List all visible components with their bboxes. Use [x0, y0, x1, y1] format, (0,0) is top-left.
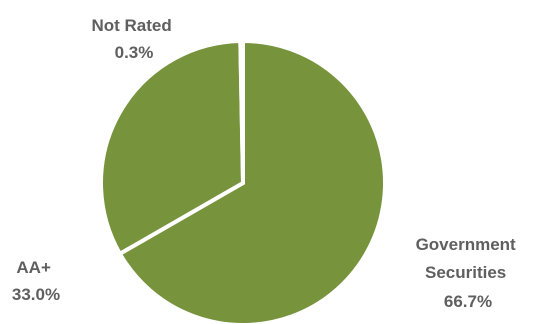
slice-not-rated	[238, 38, 245, 184]
label-government-securities-value: 66.7%	[444, 292, 492, 311]
label-government-securities: Government Securities 66.7%	[416, 235, 521, 311]
slice-government-securities	[117, 38, 387, 324]
label-not-rated: Not Rated 0.3%	[91, 16, 176, 62]
slice-aa-plus	[99, 38, 246, 257]
label-government-securities-line-1: Government	[416, 235, 516, 254]
label-aa-plus-line-1: AA+	[16, 258, 51, 277]
label-not-rated-value: 0.3%	[115, 43, 154, 62]
label-aa-plus: AA+ 33.0%	[12, 258, 60, 304]
label-government-securities-line-2: Securities	[425, 263, 506, 282]
label-not-rated-line-1: Not Rated	[91, 16, 171, 35]
label-aa-plus-value: 33.0%	[12, 285, 60, 304]
pie-slices	[99, 38, 387, 324]
